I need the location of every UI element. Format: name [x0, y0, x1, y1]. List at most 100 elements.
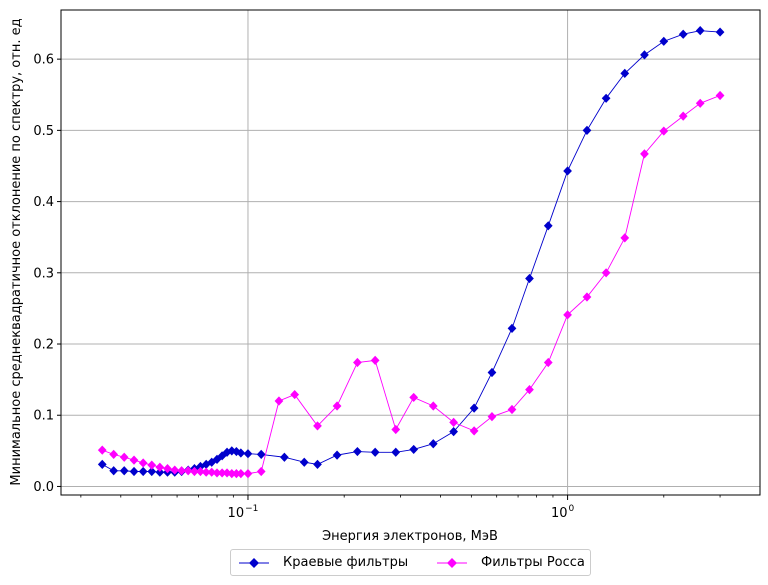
data-point — [119, 452, 129, 462]
data-point — [582, 125, 592, 135]
data-point — [163, 464, 172, 474]
data-point — [97, 459, 107, 469]
data-point — [155, 462, 165, 472]
data-point — [640, 50, 649, 60]
data-point — [353, 446, 362, 457]
data-point — [256, 449, 266, 460]
data-point — [582, 292, 592, 302]
data-point — [507, 323, 517, 333]
data-point — [138, 458, 148, 468]
data-point — [563, 166, 572, 176]
data-point — [620, 68, 630, 78]
data-point — [232, 469, 241, 479]
data-point — [243, 449, 253, 459]
data-point — [449, 417, 458, 427]
data-point — [243, 469, 253, 479]
data-point — [274, 396, 284, 406]
data-point — [469, 426, 479, 436]
data-point — [207, 467, 217, 477]
x-tick-exponent: 0 — [568, 504, 574, 514]
series-2 — [97, 90, 725, 479]
data-point — [183, 466, 193, 476]
data-point — [217, 451, 227, 461]
data-point — [147, 460, 157, 470]
data-point — [119, 466, 129, 476]
data-point — [332, 450, 342, 460]
x-axis-ticks: 10−1 100 — [228, 495, 575, 521]
data-point — [659, 36, 669, 46]
data-point — [370, 447, 380, 457]
legend-label-ross-filters: Фильтры Росса — [481, 555, 585, 570]
data-point — [353, 357, 362, 368]
x-tick-label: 100 — [551, 504, 575, 521]
data-point — [290, 389, 300, 400]
data-point — [543, 357, 553, 368]
data-point — [256, 466, 266, 477]
data-point — [109, 466, 119, 476]
grid — [61, 10, 760, 495]
data-point — [332, 401, 342, 411]
data-point — [177, 466, 186, 476]
data-point — [449, 427, 458, 437]
data-point — [129, 466, 139, 477]
x-axis-label: Энергия электронов, МэВ — [322, 529, 498, 544]
data-point — [487, 367, 497, 378]
data-point — [138, 466, 148, 477]
data-point — [507, 404, 517, 415]
data-point — [370, 355, 380, 365]
y-axis-ticks: 0.0 0.1 0.2 0.3 0.4 0.5 0.6 — [33, 53, 61, 495]
data-point — [678, 111, 688, 121]
data-point — [487, 412, 497, 422]
data-point — [280, 452, 289, 462]
data-point — [196, 466, 205, 477]
legend: Краевые фильтры Фильтры Росса — [230, 549, 591, 576]
data-point — [715, 90, 725, 101]
data-point — [201, 467, 211, 477]
data-point — [601, 93, 611, 103]
data-point — [391, 447, 401, 457]
data-point — [601, 268, 611, 278]
data-point — [299, 457, 309, 467]
axes-frame — [60, 9, 761, 496]
data-point — [428, 439, 438, 449]
data-point — [129, 455, 139, 465]
y-tick-label: 0.6 — [33, 53, 54, 68]
data-point — [409, 444, 419, 455]
data-point — [190, 466, 199, 477]
data-point — [212, 454, 222, 464]
data-point — [525, 273, 534, 284]
legend-label-edge-filters: Краевые фильтры — [283, 555, 409, 570]
data-point — [313, 421, 322, 431]
data-point — [109, 449, 119, 460]
data-point — [155, 467, 165, 477]
data-point — [391, 424, 401, 435]
data-point — [525, 384, 534, 395]
data-point — [563, 310, 572, 320]
y-axis-label: Минимальное среднеквадратичное отклонени… — [9, 18, 24, 485]
legend-swatch-ross-filters — [437, 558, 467, 568]
data-point — [695, 98, 705, 108]
data-point — [659, 126, 669, 136]
data-point — [212, 468, 222, 478]
data-point — [97, 445, 107, 455]
data-point — [236, 448, 246, 458]
data-point — [236, 469, 246, 479]
data-point — [196, 461, 205, 472]
data-point — [695, 26, 705, 36]
data-point — [227, 469, 237, 479]
data-point — [409, 392, 419, 403]
data-point — [543, 221, 553, 231]
data-point — [313, 459, 322, 469]
y-tick-label: 0.1 — [33, 409, 54, 424]
data-point — [678, 29, 688, 39]
data-point — [469, 403, 479, 413]
data-point — [620, 233, 630, 243]
data-point — [715, 27, 725, 37]
data-point — [207, 457, 217, 467]
plot-area — [61, 10, 760, 495]
data-point — [428, 401, 438, 411]
y-tick-label: 0.4 — [33, 195, 54, 210]
series-layer — [97, 26, 725, 479]
x-tick-label: 10−1 — [228, 504, 259, 521]
